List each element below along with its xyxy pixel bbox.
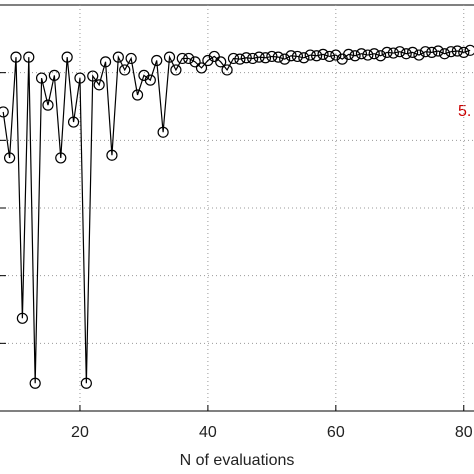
point [202, 54, 214, 67]
point [35, 72, 48, 84]
point [464, 44, 474, 56]
point [16, 312, 28, 324]
point [330, 49, 342, 61]
point [253, 51, 265, 63]
point [80, 377, 92, 389]
point [67, 116, 80, 128]
point [304, 49, 316, 61]
point [55, 152, 67, 164]
point [349, 50, 361, 62]
point [125, 52, 137, 65]
point [48, 69, 60, 81]
point [106, 149, 118, 161]
point [144, 74, 156, 86]
point [317, 48, 329, 60]
point [215, 56, 227, 68]
point [23, 51, 35, 63]
point [247, 52, 259, 65]
point [10, 51, 22, 63]
point [323, 50, 336, 63]
point [298, 52, 310, 64]
point [406, 46, 419, 58]
point [362, 49, 374, 61]
series-line [2, 49, 471, 384]
point [29, 377, 41, 389]
point [451, 45, 463, 57]
point [195, 62, 208, 74]
x-tick-label: 40 [199, 424, 217, 441]
point [368, 48, 380, 60]
point [157, 126, 169, 138]
point [285, 50, 297, 62]
point [458, 46, 470, 58]
point [170, 64, 182, 76]
x-tick-label: 20 [71, 424, 89, 441]
point [426, 46, 438, 58]
point [176, 52, 188, 65]
point [445, 46, 457, 58]
point [438, 48, 451, 60]
point [119, 64, 131, 76]
point [343, 48, 355, 60]
x-axis-label: N of evaluations [180, 452, 295, 469]
point [189, 56, 201, 68]
point [394, 46, 406, 58]
x-tick-label: 60 [327, 424, 345, 441]
annotation: 5. [458, 103, 471, 120]
point [272, 51, 284, 63]
point [227, 52, 240, 65]
point [87, 70, 99, 82]
point [93, 79, 105, 91]
point [240, 52, 252, 64]
point [234, 53, 246, 65]
point [151, 54, 163, 67]
point [432, 45, 444, 57]
point [112, 51, 124, 63]
point [163, 51, 176, 63]
point [99, 56, 112, 68]
point [419, 46, 431, 58]
point [355, 48, 368, 60]
point [0, 106, 9, 118]
point [291, 50, 304, 63]
point [131, 89, 144, 101]
point [74, 72, 86, 84]
point [221, 64, 233, 76]
point [375, 50, 387, 62]
point [381, 46, 393, 58]
point [311, 50, 323, 62]
point [279, 53, 291, 65]
point [259, 52, 272, 64]
point [42, 99, 54, 111]
point [400, 48, 412, 60]
point [266, 50, 278, 63]
point [183, 52, 195, 65]
point [3, 152, 16, 164]
point [387, 47, 400, 59]
point [413, 49, 425, 61]
x-tick-label: 80 [455, 424, 473, 441]
point [61, 51, 73, 63]
